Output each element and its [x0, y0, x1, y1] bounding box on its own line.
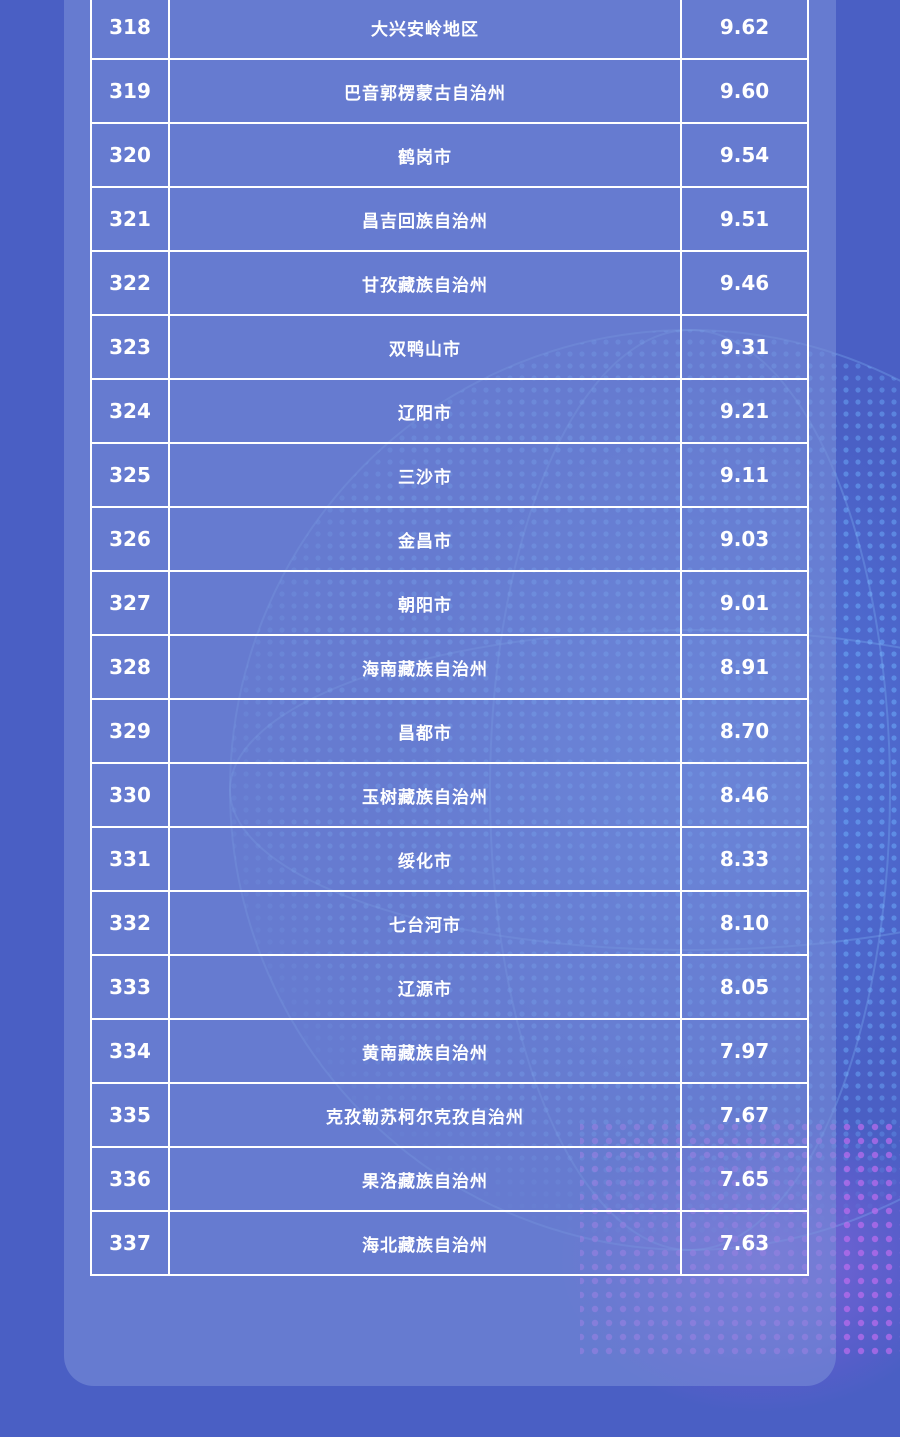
table-row: 328 海南藏族自治州 8.91: [90, 634, 809, 700]
table-row: 334 黄南藏族自治州 7.97: [90, 1018, 809, 1084]
table-row: 333 辽源市 8.05: [90, 954, 809, 1020]
table-row: 325 三沙市 9.11: [90, 442, 809, 508]
score-cell: 9.11: [680, 442, 809, 508]
region-name-cell: 鹤岗市: [168, 122, 682, 188]
rank-cell: 320: [90, 122, 170, 188]
rank-cell: 323: [90, 314, 170, 380]
region-name-cell: 巴音郭楞蒙古自治州: [168, 58, 682, 124]
region-name-cell: 果洛藏族自治州: [168, 1146, 682, 1212]
score-cell: 7.67: [680, 1082, 809, 1148]
score-cell: 8.05: [680, 954, 809, 1020]
score-cell: 9.46: [680, 250, 809, 316]
region-name-cell: 玉树藏族自治州: [168, 762, 682, 828]
score-cell: 7.97: [680, 1018, 809, 1084]
table-row: 327 朝阳市 9.01: [90, 570, 809, 636]
table-row: 331 绥化市 8.33: [90, 826, 809, 892]
region-name-cell: 三沙市: [168, 442, 682, 508]
rank-cell: 326: [90, 506, 170, 572]
rank-cell: 335: [90, 1082, 170, 1148]
score-cell: 9.31: [680, 314, 809, 380]
rank-cell: 329: [90, 698, 170, 764]
rank-cell: 327: [90, 570, 170, 636]
score-cell: 9.54: [680, 122, 809, 188]
ranking-table: 318 大兴安岭地区 9.62 319 巴音郭楞蒙古自治州 9.60 320 鹤岗市 9.54 3…: [90, 0, 809, 1276]
score-cell: 9.62: [680, 0, 809, 60]
table-row: 332 七台河市 8.10: [90, 890, 809, 956]
table-row: 337 海北藏族自治州 7.63: [90, 1210, 809, 1276]
table-row: 321 昌吉回族自治州 9.51: [90, 186, 809, 252]
region-name-cell: 辽源市: [168, 954, 682, 1020]
region-name-cell: 朝阳市: [168, 570, 682, 636]
region-name-cell: 昌吉回族自治州: [168, 186, 682, 252]
rank-cell: 328: [90, 634, 170, 700]
score-cell: 7.65: [680, 1146, 809, 1212]
rank-cell: 331: [90, 826, 170, 892]
rank-cell: 318: [90, 0, 170, 60]
rank-cell: 319: [90, 58, 170, 124]
table-row: 336 果洛藏族自治州 7.65: [90, 1146, 809, 1212]
table-row: 335 克孜勒苏柯尔克孜自治州 7.67: [90, 1082, 809, 1148]
region-name-cell: 双鸭山市: [168, 314, 682, 380]
rank-cell: 330: [90, 762, 170, 828]
region-name-cell: 金昌市: [168, 506, 682, 572]
region-name-cell: 海南藏族自治州: [168, 634, 682, 700]
score-cell: 8.91: [680, 634, 809, 700]
rank-cell: 322: [90, 250, 170, 316]
region-name-cell: 黄南藏族自治州: [168, 1018, 682, 1084]
score-cell: 9.60: [680, 58, 809, 124]
region-name-cell: 七台河市: [168, 890, 682, 956]
region-name-cell: 克孜勒苏柯尔克孜自治州: [168, 1082, 682, 1148]
rank-cell: 334: [90, 1018, 170, 1084]
region-name-cell: 昌都市: [168, 698, 682, 764]
score-cell: 8.46: [680, 762, 809, 828]
score-cell: 9.51: [680, 186, 809, 252]
score-cell: 9.21: [680, 378, 809, 444]
score-cell: 7.63: [680, 1210, 809, 1276]
table-row: 318 大兴安岭地区 9.62: [90, 0, 809, 60]
rank-cell: 333: [90, 954, 170, 1020]
rank-cell: 325: [90, 442, 170, 508]
region-name-cell: 绥化市: [168, 826, 682, 892]
region-name-cell: 辽阳市: [168, 378, 682, 444]
rank-cell: 324: [90, 378, 170, 444]
table-row: 320 鹤岗市 9.54: [90, 122, 809, 188]
region-name-cell: 甘孜藏族自治州: [168, 250, 682, 316]
rank-cell: 336: [90, 1146, 170, 1212]
table-row: 329 昌都市 8.70: [90, 698, 809, 764]
table-row: 324 辽阳市 9.21: [90, 378, 809, 444]
score-cell: 8.10: [680, 890, 809, 956]
region-name-cell: 海北藏族自治州: [168, 1210, 682, 1276]
score-cell: 8.33: [680, 826, 809, 892]
table-row: 319 巴音郭楞蒙古自治州 9.60: [90, 58, 809, 124]
region-name-cell: 大兴安岭地区: [168, 0, 682, 60]
rank-cell: 321: [90, 186, 170, 252]
table-row: 326 金昌市 9.03: [90, 506, 809, 572]
table-row: 323 双鸭山市 9.31: [90, 314, 809, 380]
score-cell: 8.70: [680, 698, 809, 764]
rank-cell: 332: [90, 890, 170, 956]
table-row: 322 甘孜藏族自治州 9.46: [90, 250, 809, 316]
rank-cell: 337: [90, 1210, 170, 1276]
score-cell: 9.01: [680, 570, 809, 636]
table-row: 330 玉树藏族自治州 8.46: [90, 762, 809, 828]
score-cell: 9.03: [680, 506, 809, 572]
